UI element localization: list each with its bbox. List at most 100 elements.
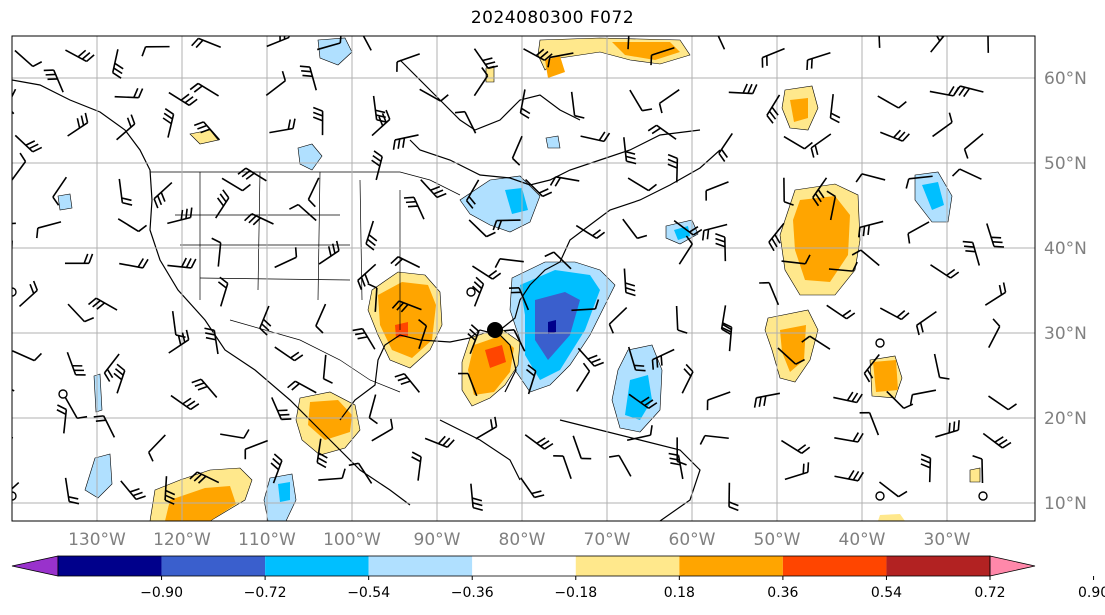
latitude-labels: 60°N 50°N 40°N 30°N 20°N 10°N — [1044, 69, 1087, 514]
wind-barb — [418, 318, 428, 349]
wind-barb — [834, 470, 864, 482]
wind-barb — [470, 483, 483, 512]
wind-barb — [367, 283, 378, 312]
wind-barb — [933, 353, 950, 380]
wind-barb — [473, 67, 489, 97]
lat-label: 60°N — [1044, 69, 1087, 89]
wind-barb — [118, 178, 133, 206]
wind-barb — [511, 135, 523, 166]
wind-barb — [504, 328, 526, 352]
wind-barb — [117, 218, 148, 233]
wind-barb — [524, 434, 554, 450]
wind-barb — [204, 327, 219, 355]
wind-barb — [269, 118, 296, 134]
wind-barbs — [12, 36, 1017, 512]
colorbar-segment — [265, 556, 369, 576]
wind-barb — [424, 435, 455, 448]
wind-barb — [164, 476, 176, 505]
wind-barb — [64, 253, 94, 265]
wind-barb — [299, 65, 318, 91]
wind-barb — [987, 36, 990, 53]
wind-barb — [357, 263, 377, 290]
location-marker — [487, 322, 503, 338]
wind-barb — [12, 239, 13, 261]
wind-barb — [419, 88, 449, 102]
wind-barb — [623, 137, 637, 165]
wind-barb — [307, 177, 320, 208]
wind-barb — [274, 247, 298, 269]
wind-barb — [766, 94, 781, 124]
wind-barb — [706, 391, 731, 411]
wind-barb — [35, 221, 62, 239]
wind-barb — [915, 310, 937, 336]
wind-barb — [878, 36, 881, 48]
wind-barb — [549, 176, 580, 187]
wind-barb — [322, 354, 333, 384]
colorbar-tick-label: −0.54 — [347, 585, 390, 601]
wind-barb — [67, 303, 95, 323]
wind-barb — [572, 435, 592, 460]
wind-barb — [777, 347, 805, 365]
colorbar-segment — [58, 556, 162, 576]
lat-label: 50°N — [1044, 154, 1087, 174]
wind-barb — [170, 394, 200, 411]
graticule — [12, 36, 1035, 521]
wind-barb — [472, 265, 502, 280]
lon-label: 40°W — [839, 530, 886, 550]
wind-barb — [988, 318, 1001, 349]
wind-barb — [116, 114, 136, 141]
wind-barb — [580, 131, 611, 143]
wind-barb — [217, 276, 229, 307]
wind-barb — [271, 397, 292, 421]
wind-barb — [886, 390, 914, 410]
wind-barb — [458, 372, 478, 397]
wind-barb — [168, 329, 190, 354]
wind-barb — [930, 36, 945, 53]
wind-barb — [855, 173, 886, 183]
wind-barb — [312, 106, 324, 136]
map-frame — [11, 35, 1036, 522]
wind-barb — [622, 218, 648, 240]
wind-barb — [920, 453, 932, 483]
wind-barb — [113, 363, 126, 394]
wind-barb — [676, 437, 687, 466]
wind-barb — [12, 88, 17, 118]
wind-barb — [626, 425, 653, 442]
wind-barb — [963, 133, 984, 159]
colorbar-segment — [679, 556, 783, 576]
longitude-labels: 130°W 120°W 110°W 100°W 90°W 80°W 70°W 60°W 50°W… — [68, 530, 971, 550]
wind-barb — [454, 110, 477, 134]
lon-label: 90°W — [414, 530, 461, 550]
wind-barb — [851, 249, 880, 267]
wind-barb — [153, 181, 173, 209]
wind-barb — [859, 411, 880, 436]
wind-barb — [191, 37, 222, 49]
wind-barb — [411, 451, 422, 481]
wind-barb — [673, 219, 703, 236]
wind-barb — [608, 454, 632, 477]
wind-barb — [315, 303, 327, 334]
wind-barb — [525, 178, 553, 198]
wind-barb — [287, 380, 317, 394]
wind-barb — [52, 176, 68, 206]
wind-barb — [905, 175, 933, 189]
wind-barb — [986, 223, 1005, 248]
wind-barb — [877, 95, 907, 109]
wind-barb — [828, 261, 858, 272]
wind-barb — [467, 324, 480, 355]
colorbar-extend-high — [989, 555, 1036, 577]
wind-barb — [523, 48, 553, 62]
wind-barb — [720, 305, 732, 335]
colorbar-extend-low — [11, 555, 59, 577]
lat-label: 30°N — [1044, 324, 1087, 344]
lon-label: 30°W — [924, 530, 971, 550]
wind-barb — [833, 391, 863, 404]
map-title: 2024080300 F072 — [470, 8, 635, 28]
wind-barb — [783, 135, 813, 150]
wind-barb — [972, 454, 984, 484]
colorbar-tick-label: 0.72 — [974, 585, 1005, 601]
lat-label: 20°N — [1044, 409, 1087, 429]
wind-barb — [863, 354, 880, 383]
wind-barb — [728, 482, 739, 512]
wind-barb — [570, 91, 585, 119]
